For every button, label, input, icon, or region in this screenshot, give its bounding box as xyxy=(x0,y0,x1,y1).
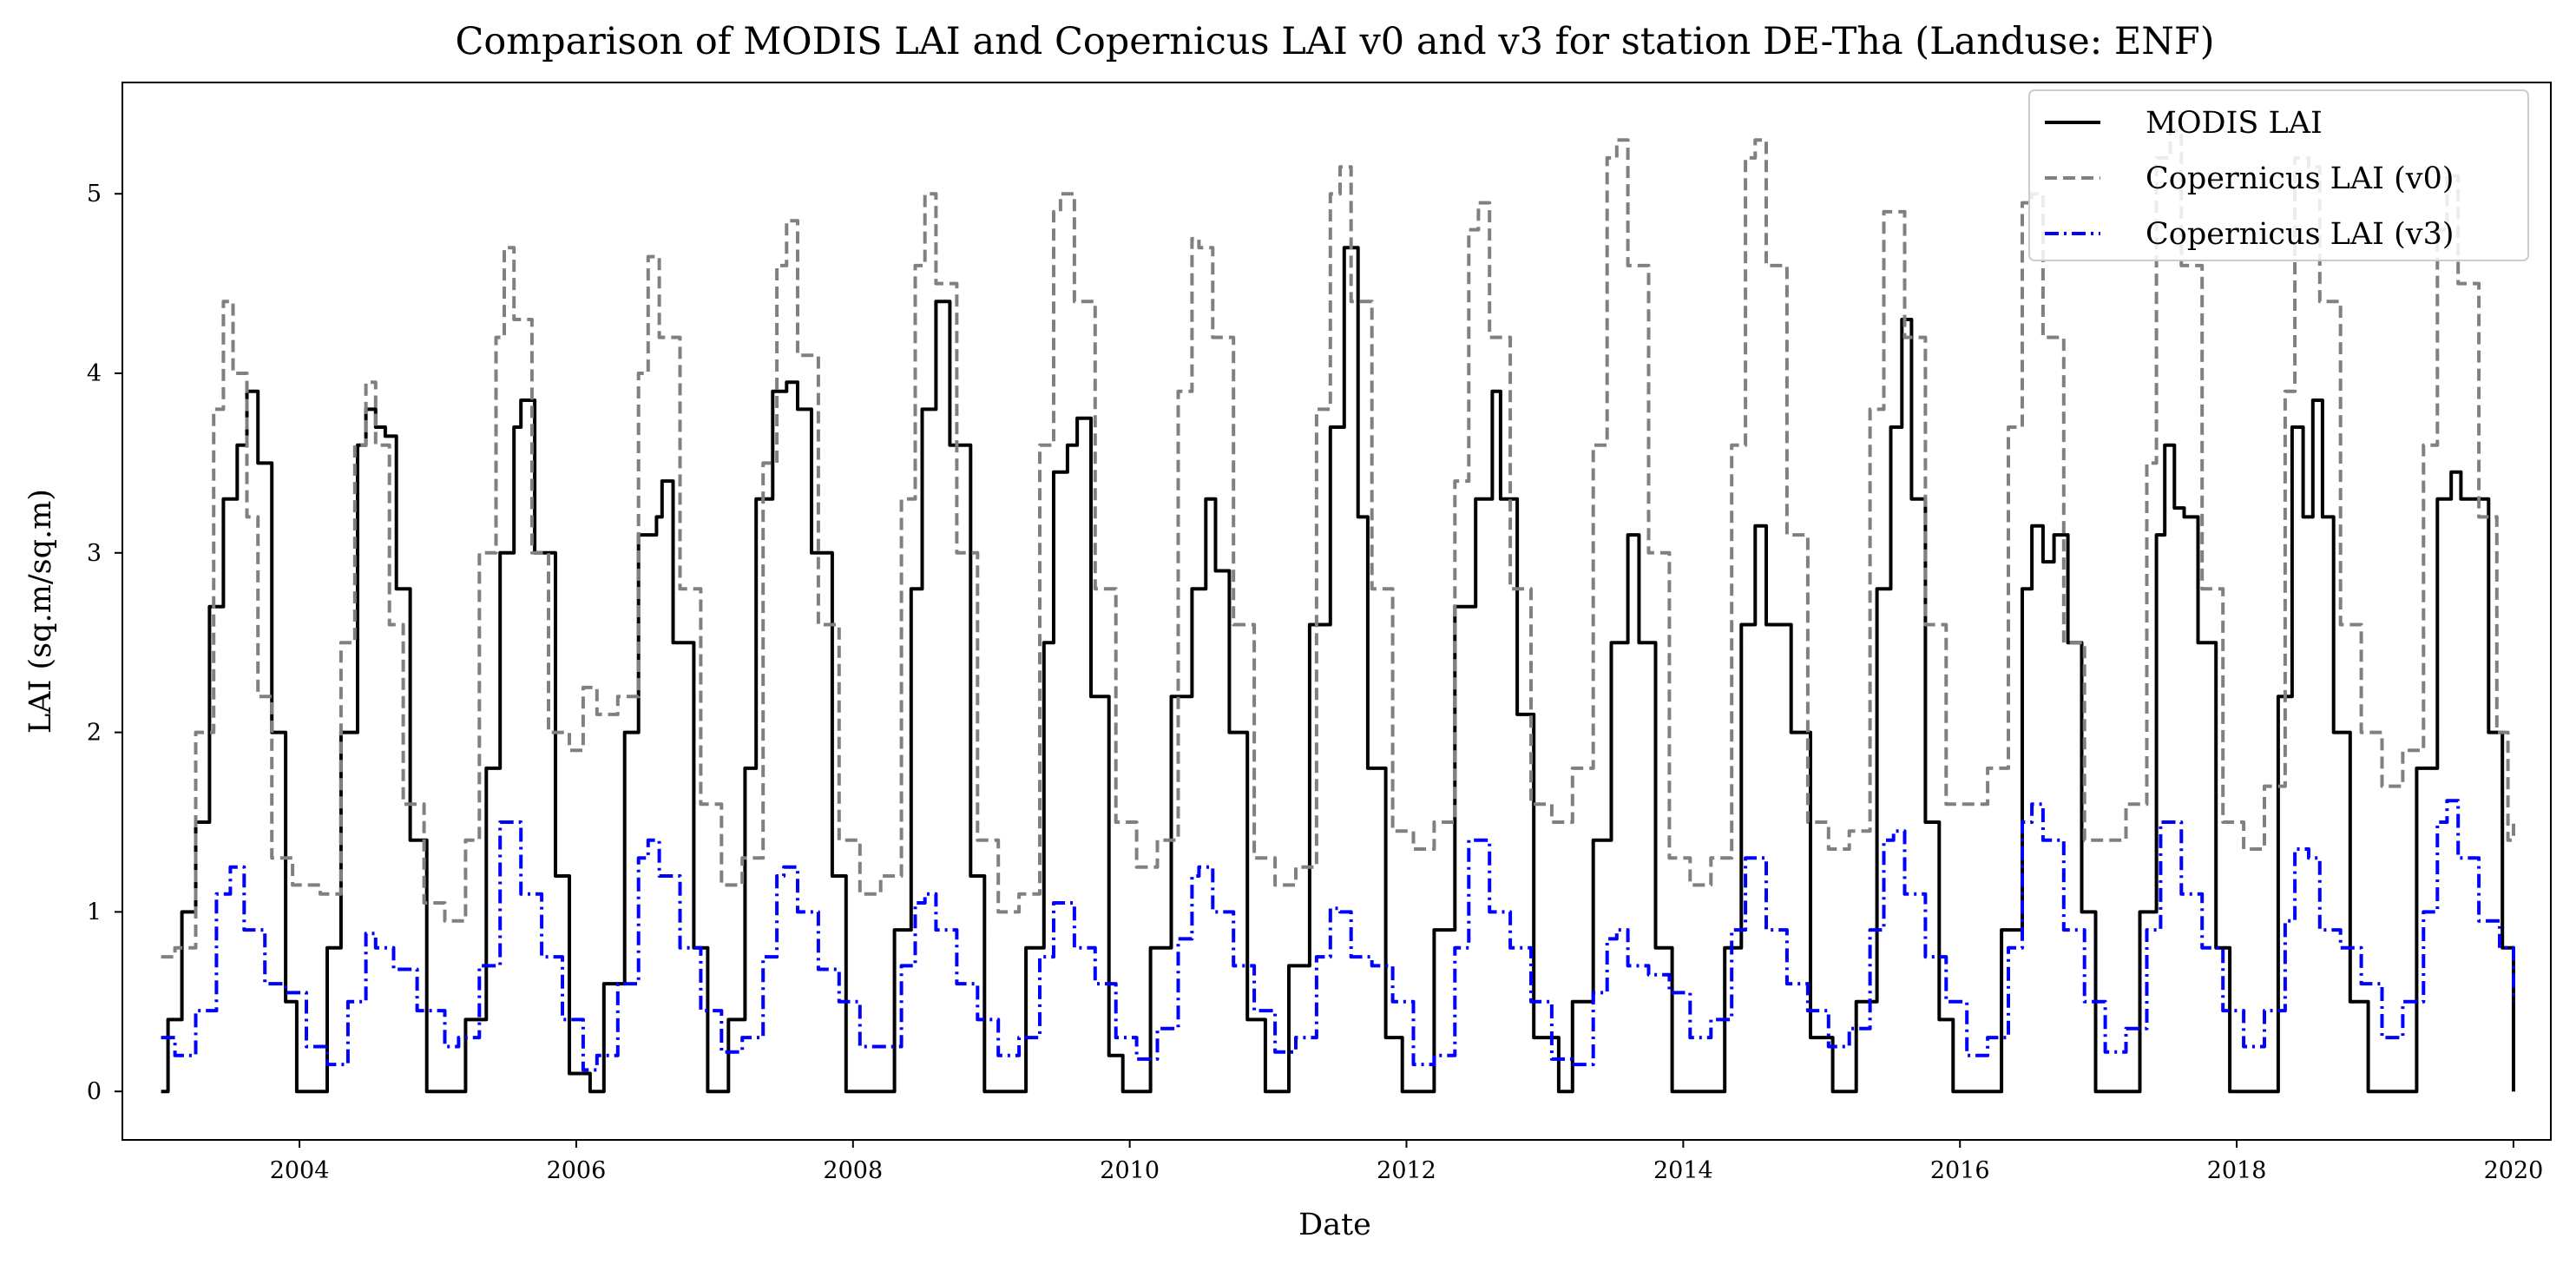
y-tick-label: 1 xyxy=(87,899,102,925)
plot-area-frame xyxy=(122,82,2552,1141)
legend-label-3: Copernicus LAI (v3) xyxy=(2146,217,2454,252)
y-axis: 0 1 2 3 4 5 xyxy=(87,181,122,1105)
x-axis: 2004 2006 2008 2010 2012 2014 2016 2018 2020 xyxy=(270,1140,2544,1184)
legend-box xyxy=(2028,89,2529,261)
y-tick-label: 3 xyxy=(87,540,102,567)
series-layer xyxy=(161,128,2515,1094)
x-tick-label: 2008 xyxy=(823,1157,883,1184)
x-tick-label: 2006 xyxy=(547,1157,607,1184)
y-tick-label: 4 xyxy=(87,360,102,387)
y-tick-label: 5 xyxy=(87,181,102,207)
legend: MODIS LAI Copernicus LAI (v0) Copernicus L… xyxy=(2028,89,2529,261)
x-tick-label: 2020 xyxy=(2484,1157,2544,1184)
y-axis-label: LAI (sq.m/sq.m) xyxy=(23,489,58,734)
y-tick-label: 0 xyxy=(87,1078,102,1105)
x-tick-label: 2016 xyxy=(1930,1157,1990,1184)
x-tick-label: 2012 xyxy=(1377,1157,1436,1184)
x-tick-label: 2014 xyxy=(1653,1157,1713,1184)
x-tick-label: 2018 xyxy=(2207,1157,2267,1184)
x-tick-label: 2004 xyxy=(270,1157,330,1184)
legend-label-1: MODIS LAI xyxy=(2146,106,2323,141)
chart-title: Comparison of MODIS LAI and Copernicus L… xyxy=(456,20,2215,63)
x-axis-label: Date xyxy=(1298,1208,1371,1242)
series-line-1 xyxy=(161,246,2515,1094)
series-line-2 xyxy=(161,128,2515,959)
y-tick-label: 2 xyxy=(87,720,102,747)
x-tick-label: 2010 xyxy=(1100,1157,1160,1184)
legend-label-2: Copernicus LAI (v0) xyxy=(2146,161,2454,196)
series-line-3 xyxy=(161,799,2515,1072)
